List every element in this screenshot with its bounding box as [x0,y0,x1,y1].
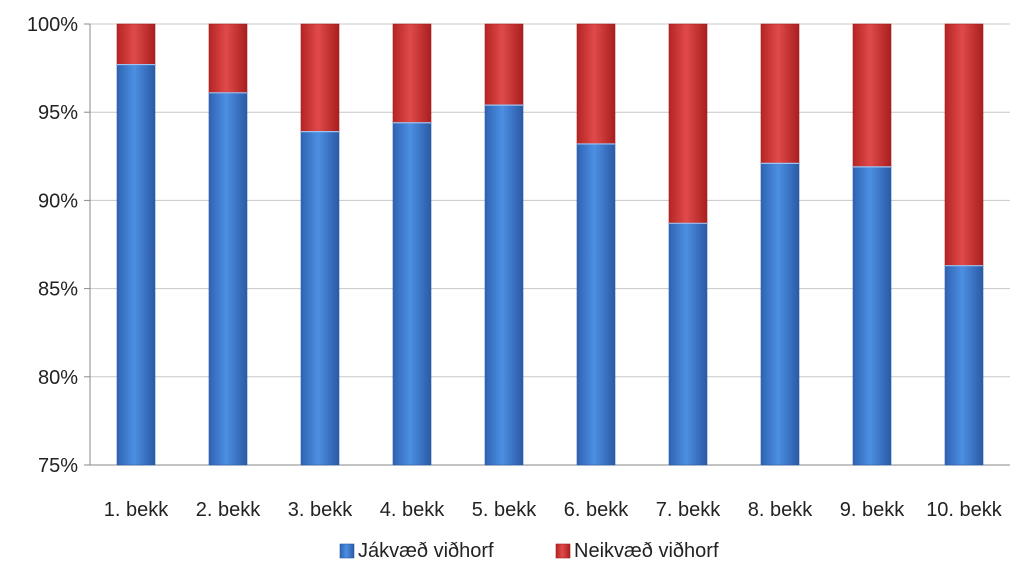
bar-positive-9 [852,166,892,466]
xtick-label: 7. bekk [656,499,721,521]
legend-label-positive: Jákvæð viðhorf [358,540,494,562]
bar-negative-1 [116,23,156,65]
xtick-label: 4. bekk [380,499,445,521]
bars [116,23,984,466]
ytick-label: 75% [38,455,78,477]
xtick-label: 9. bekk [840,499,905,521]
bar-positive-8 [760,163,800,466]
bar-positive-2 [208,92,248,466]
ytick-label: 95% [38,102,78,124]
bar-negative-8 [760,23,800,164]
bar-positive-3 [300,131,340,466]
bar-negative-4 [392,23,432,124]
bar-positive-6 [576,143,616,466]
ytick-label: 80% [38,367,78,389]
bar-negative-3 [300,23,340,132]
bar-positive-1 [116,64,156,466]
xtick-label: 6. bekk [564,499,629,521]
bar-positive-5 [484,104,524,466]
legend-swatch-positive [339,543,355,559]
bar-positive-10 [944,265,984,466]
bar-negative-6 [576,23,616,145]
bar-negative-7 [668,23,708,224]
legend-label-negative: Neikvæð viðhorf [574,540,719,562]
xtick-label: 2. bekk [196,499,261,521]
legend: Jákvæð viðhorf Neikvæð viðhorf [339,540,719,562]
xtick-label: 5. bekk [472,499,537,521]
bar-negative-5 [484,23,524,106]
bar-negative-2 [208,23,248,94]
xtick-label: 10. bekk [926,499,1003,521]
tick-labels: 75% 80% 85% 90% 95% 100% 1. bekk 2. bekk 3. bekk… [27,14,1003,521]
ytick-label: 85% [38,279,78,301]
xtick-label: 8. bekk [748,499,813,521]
bar-negative-10 [944,23,984,266]
bar-positive-7 [668,223,708,466]
xtick-label: 1. bekk [104,499,169,521]
bar-positive-4 [392,122,432,466]
legend-swatch-negative [555,543,571,559]
xtick-label: 3. bekk [288,499,353,521]
bar-negative-9 [852,23,892,168]
ytick-label: 100% [27,14,78,36]
ytick-label: 90% [38,190,78,212]
